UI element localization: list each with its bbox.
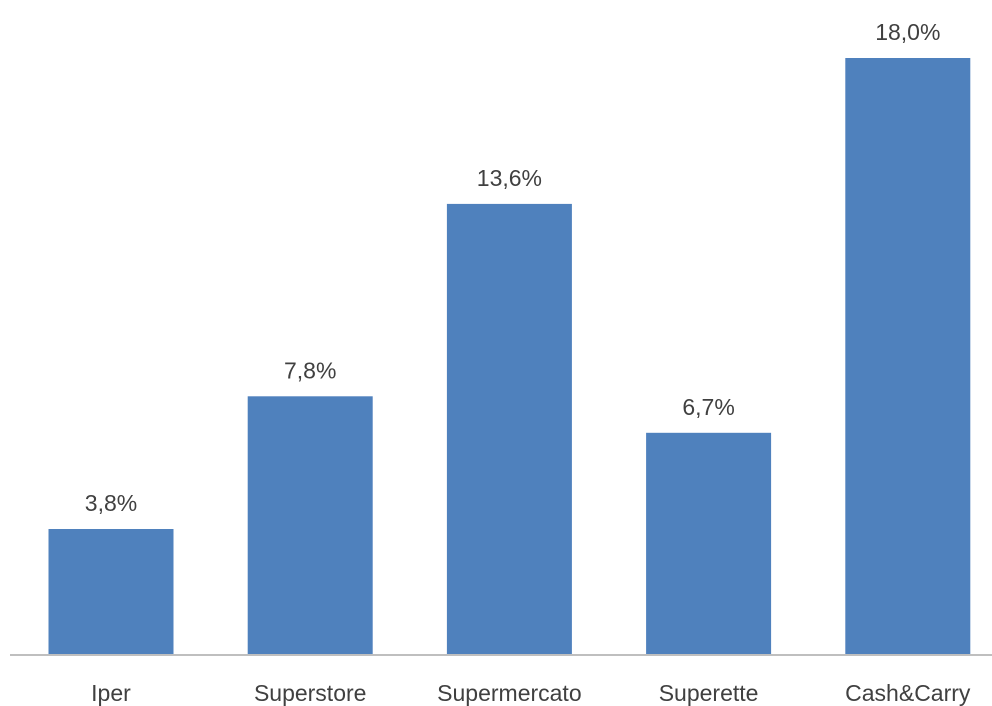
data-label: 18,0% <box>875 19 940 45</box>
data-label: 6,7% <box>682 394 734 420</box>
bar-supermercato <box>446 203 572 655</box>
data-labels-group: 3,8% 7,8% 13,6% 6,7% 18,0% <box>85 19 941 516</box>
bar-superette <box>646 432 772 655</box>
data-label: 3,8% <box>85 490 137 516</box>
category-label: Supermercato <box>437 680 581 706</box>
data-label: 7,8% <box>284 357 336 383</box>
category-label: Iper <box>91 680 131 706</box>
category-labels-group: Iper Superstore Supermercato Superette Cash&… <box>91 680 971 706</box>
bar-cash-carry <box>845 58 971 655</box>
bars-group <box>48 58 971 655</box>
bar-iper <box>48 529 174 655</box>
category-label: Superstore <box>254 680 367 706</box>
category-label: Superette <box>659 680 759 706</box>
category-label: Cash&Carry <box>845 680 971 706</box>
data-label: 13,6% <box>477 165 542 191</box>
bar-superstore <box>247 396 373 655</box>
